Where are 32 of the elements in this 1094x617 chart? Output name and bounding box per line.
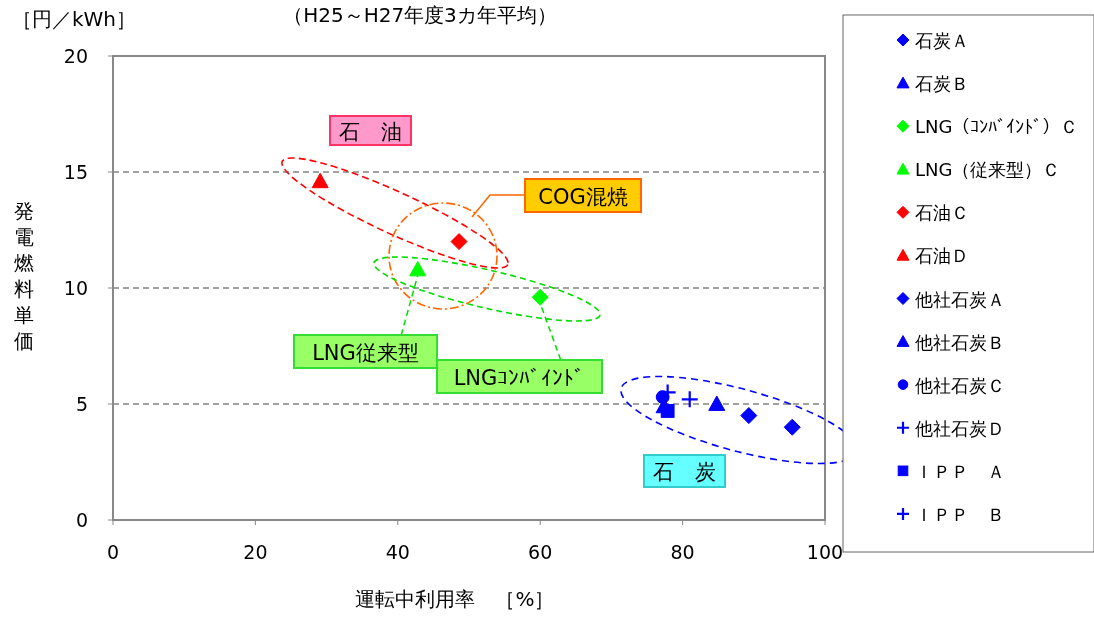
legend-label: 石油Ｄ — [915, 245, 969, 267]
y-tick-label: 15 — [63, 161, 88, 183]
x-tick-label: 100 — [806, 541, 844, 563]
y-tick-label: 5 — [75, 393, 88, 415]
annotation: 石 油 — [339, 119, 402, 144]
chart-subtitle: （H25～H27年度3カ年平均） — [283, 3, 557, 27]
legend-label: LNG（従来型）Ｃ — [915, 159, 1061, 181]
legend-label: LNG（ｺﾝﾊﾞｲﾝﾄﾞ）Ｃ — [915, 116, 1079, 138]
annotation: COG混焼 — [538, 184, 628, 209]
legend-label: ＩＰＰ Ｂ — [915, 503, 1005, 525]
x-axis-title: 運転中利用率 ［%］ — [355, 587, 555, 611]
legend-label: 他社石炭Ｄ — [915, 417, 1005, 439]
y-tick-label: 0 — [75, 509, 88, 531]
legend-label: 他社石炭Ｃ — [915, 374, 1005, 396]
y-axis-title: 発電燃料単価 — [14, 199, 34, 353]
x-tick-label: 40 — [385, 541, 410, 563]
legend-label: 他社石炭Ｂ — [915, 331, 1005, 353]
annotation: 石 炭 — [653, 460, 716, 484]
x-tick-label: 20 — [243, 541, 268, 563]
legend-label: 石炭Ａ — [915, 30, 969, 51]
annotation: LNGｺﾝﾊﾞｲﾝﾄﾞ — [453, 365, 586, 390]
x-tick-label: 60 — [528, 541, 553, 563]
x-tick-label: 80 — [670, 541, 695, 563]
legend-label: 石油Ｃ — [915, 202, 969, 224]
text: ［円／kWh］ — [12, 7, 137, 31]
legend-label: 石炭Ｂ — [915, 73, 969, 95]
y-tick-label: 20 — [63, 45, 88, 67]
legend-label: ＩＰＰ Ａ — [915, 460, 1005, 482]
y-tick-label: 10 — [63, 277, 88, 299]
x-tick-label: 0 — [106, 541, 120, 563]
annotation: LNG従来型 — [312, 340, 419, 365]
legend-label: 他社石炭Ａ — [915, 288, 1005, 310]
